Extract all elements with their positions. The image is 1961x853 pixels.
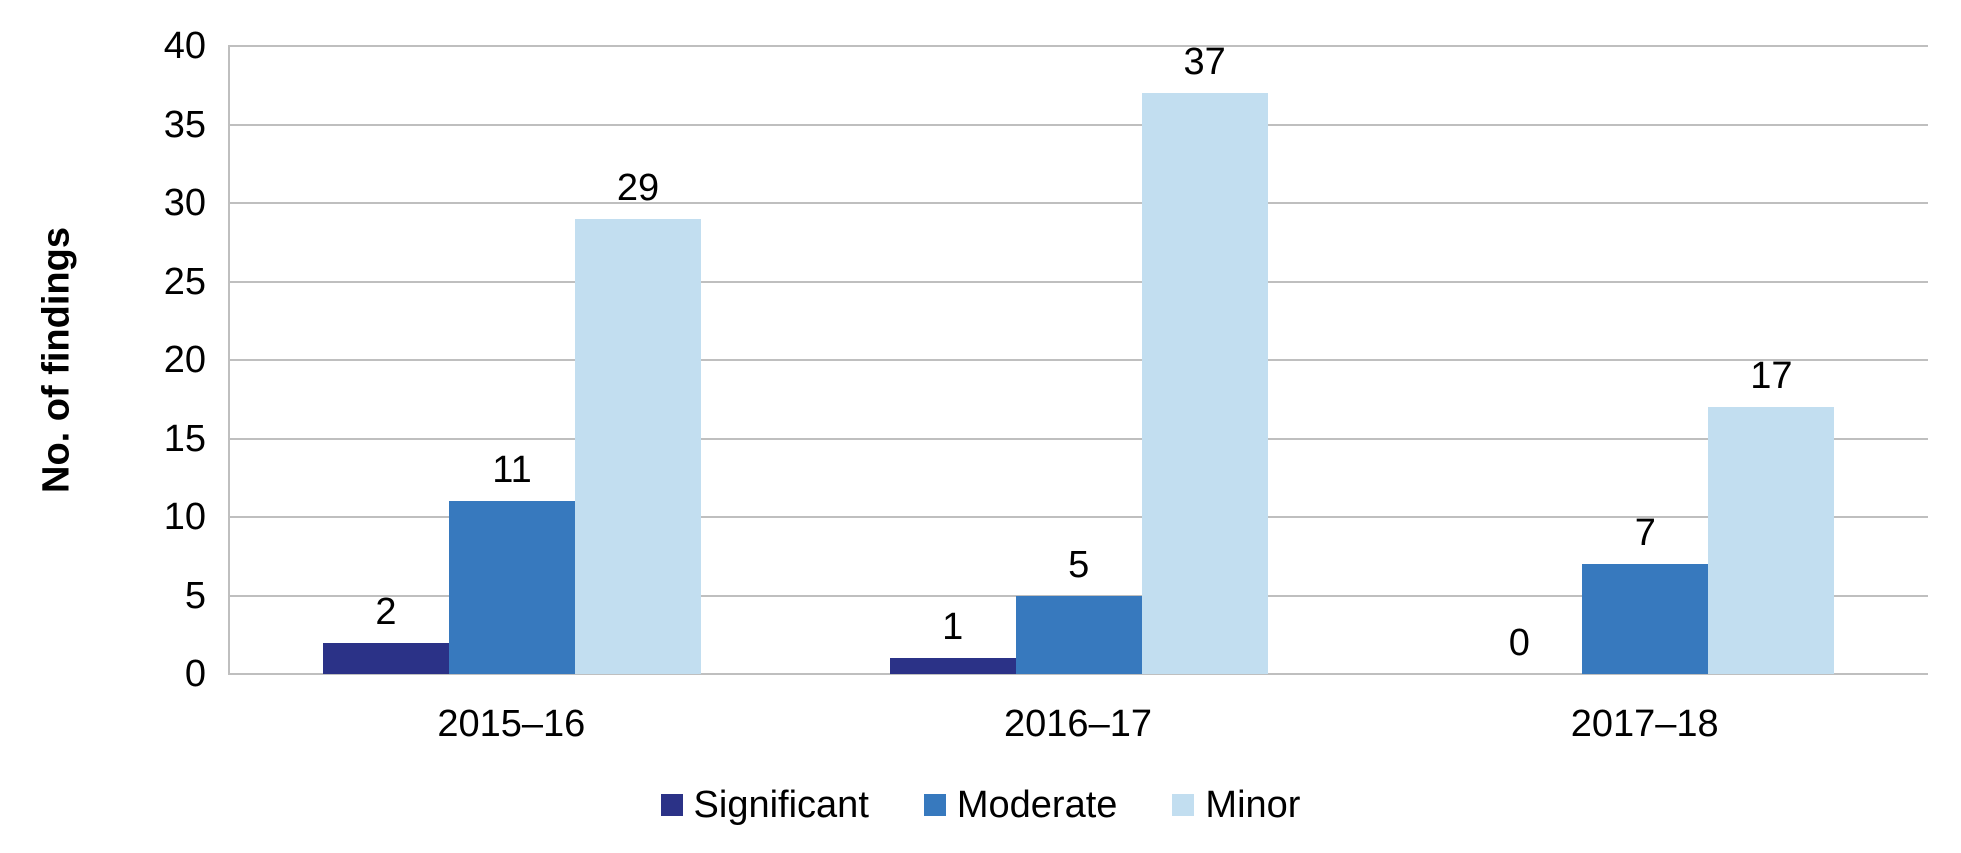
bar-value-label: 5 [1068,543,1090,586]
bar-value-label: 7 [1634,512,1656,555]
bar-value-label: 1 [942,606,964,649]
legend-label: Minor [1205,784,1301,826]
gridline [228,123,1928,126]
legend: Significant Moderate Minor [0,783,1961,827]
gridline [228,359,1928,361]
bar-value-label: 37 [1183,41,1226,84]
bar-value-label: 0 [1508,622,1530,664]
bar-value-label: 2 [375,590,397,633]
legend-swatch-icon [1172,794,1195,816]
y-tick-label: 20 [163,339,206,381]
y-tick-label: 0 [184,653,206,695]
bar-minor-2017–18 [1708,407,1835,674]
gridline [228,280,1928,283]
bar-value-label: 11 [492,449,532,492]
bar-significant-2015–16 [323,642,449,674]
gridline [228,202,1928,204]
y-axis-line [228,46,230,674]
bar-minor-2015–16 [575,218,701,674]
x-tick-label: 2015–16 [437,703,586,745]
y-tick-label: 5 [184,574,206,617]
bar-value-label: 29 [616,166,660,209]
y-tick-label: 30 [163,182,206,224]
x-tick-label: 2016–17 [1004,703,1152,745]
bar-value-label: 17 [1750,355,1793,398]
gridline [228,45,1928,47]
legend-item-moderate: Moderate [923,783,1118,827]
legend-label: Moderate [956,784,1118,826]
bar-moderate-2015–16 [449,501,575,674]
legend-label: Significant [693,784,869,826]
bar-significant-2016–17 [889,658,1016,674]
gridline [228,516,1928,518]
y-tick-label: 15 [163,417,206,460]
legend-item-significant: Significant [660,783,869,827]
bar-minor-2016–17 [1141,93,1268,674]
x-axis-line [228,673,1928,675]
y-tick-label: 35 [163,103,206,146]
y-tick-label: 10 [163,496,206,538]
bar-moderate-2017–18 [1582,564,1709,674]
y-tick-label: 25 [163,260,206,303]
y-tick-label: 40 [163,25,206,67]
x-tick-label: 2017–18 [1570,703,1719,745]
legend-swatch-icon [923,794,946,816]
bar-moderate-2016–17 [1015,595,1142,674]
gridline [228,437,1928,440]
legend-item-minor: Minor [1172,783,1300,827]
legend-swatch-icon [660,794,683,816]
